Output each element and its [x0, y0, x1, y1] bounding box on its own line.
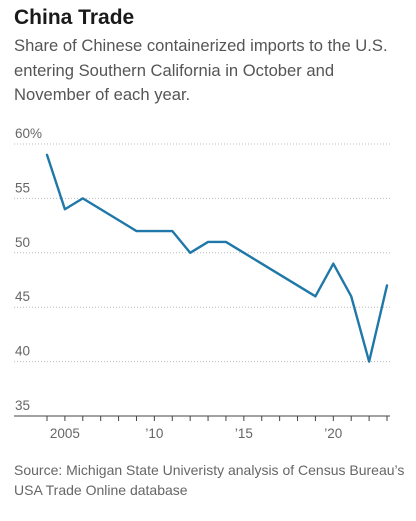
y-tick-label-40: 40: [15, 344, 30, 359]
gridlines: [14, 143, 390, 363]
series-lines: [45, 153, 389, 363]
y-tick-label-55: 55: [15, 180, 30, 195]
y-tick-label-60: 60%: [15, 126, 42, 141]
chart-subtitle: Share of Chinese containerized imports t…: [14, 36, 388, 104]
x-tick-label-2005: 2005: [50, 426, 80, 441]
x-axis: 2005 ’10 ’15 ’20: [14, 415, 390, 441]
chart-title: China Trade: [14, 6, 135, 29]
x-tick-label-2015: ’15: [235, 426, 253, 441]
y-axis-tick-labels: 60% 55 50 45 40 35: [15, 126, 42, 413]
x-tick-label-2020: ’20: [324, 426, 342, 441]
y-tick-label-35: 35: [15, 398, 30, 413]
y-tick-label-45: 45: [15, 289, 30, 304]
chart-source-note: Source: Michigan State Univeristy analys…: [14, 462, 405, 498]
x-tick-label-2010: ’10: [145, 426, 163, 441]
series-line-0: [45, 153, 389, 363]
y-tick-label-50: 50: [15, 235, 30, 250]
